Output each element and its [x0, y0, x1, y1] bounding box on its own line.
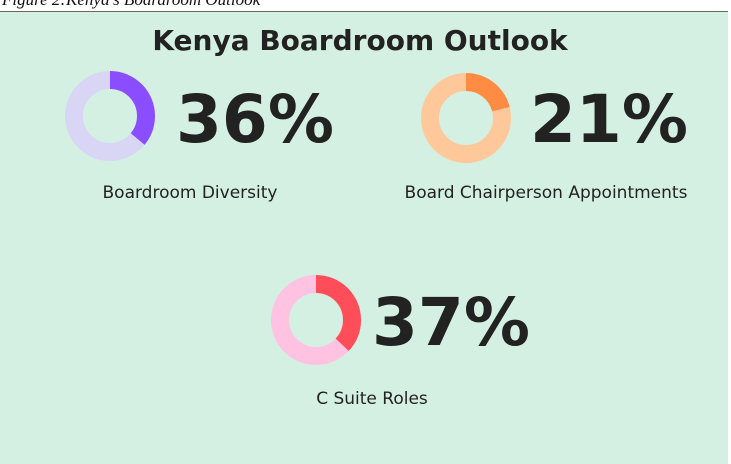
- donut-arc: [65, 71, 155, 161]
- title: Kenya Boardroom Outlook: [152, 24, 569, 57]
- value-label: 21%: [530, 81, 688, 158]
- caption: Figure 2:Kenya's Boardroom Outlook: [1, 0, 261, 9]
- donut-label: C Suite Roles: [316, 389, 428, 409]
- donut-label: Boardroom Diversity: [103, 183, 278, 203]
- value-label: 36%: [176, 81, 334, 158]
- donut-arc: [271, 275, 361, 365]
- donut-label: Board Chairperson Appointments: [405, 183, 688, 203]
- donut-arc: [421, 73, 511, 163]
- value-label: 37%: [372, 284, 530, 361]
